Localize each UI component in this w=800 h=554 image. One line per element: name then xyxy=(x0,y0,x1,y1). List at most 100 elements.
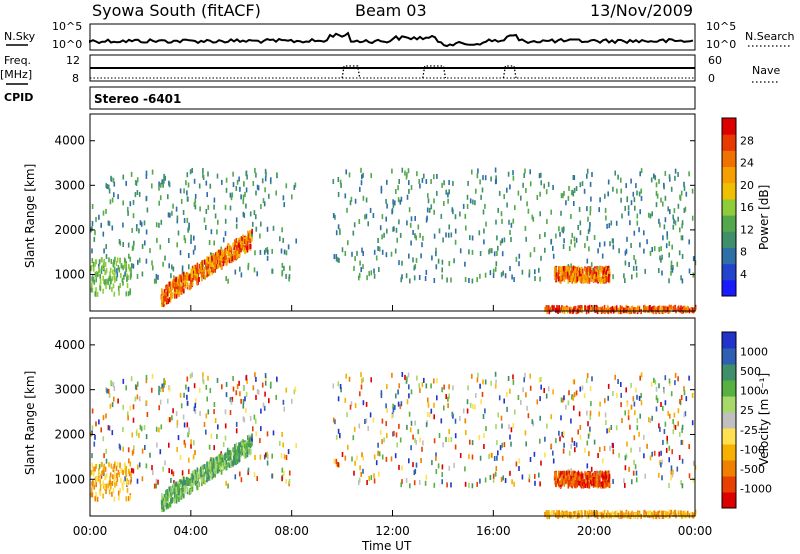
echo-cell xyxy=(240,194,242,200)
echo-cell xyxy=(631,479,633,485)
echo-cell xyxy=(445,437,447,442)
echo-cell xyxy=(664,170,667,176)
echo-cell xyxy=(178,479,181,485)
echo-cell xyxy=(104,484,106,490)
echo-cell xyxy=(592,480,595,486)
echo-cell xyxy=(217,424,219,430)
echo-cell xyxy=(603,446,606,451)
echo-cell xyxy=(145,229,148,235)
echo-cell xyxy=(126,283,129,288)
echo-cell xyxy=(190,239,192,244)
echo-cell xyxy=(132,263,135,269)
echo-cell xyxy=(595,277,597,283)
echo-cell xyxy=(227,257,229,263)
echo-cell xyxy=(442,442,444,448)
echo-cell xyxy=(536,399,539,405)
echo-cell xyxy=(112,283,115,289)
echo-cell xyxy=(105,458,108,464)
echo-cell xyxy=(626,441,628,447)
echo-cell xyxy=(414,420,416,426)
echo-cell xyxy=(238,453,241,459)
echo-cell xyxy=(472,404,474,409)
echo-cell xyxy=(163,494,166,499)
echo-cell xyxy=(171,282,174,288)
echo-cell xyxy=(193,265,195,271)
echo-cell xyxy=(358,477,361,483)
echo-cell xyxy=(225,177,228,183)
echo-cell xyxy=(94,434,96,440)
echo-cell xyxy=(501,238,503,244)
echo-cell xyxy=(668,305,671,310)
echo-cell xyxy=(99,278,102,284)
echo-cell xyxy=(132,404,135,410)
echo-cell xyxy=(396,237,398,243)
echo-cell xyxy=(615,220,618,226)
echo-cell xyxy=(469,439,471,445)
echo-cell xyxy=(620,309,622,315)
echo-cell xyxy=(553,305,555,311)
echo-cell xyxy=(348,376,351,382)
echo-cell xyxy=(607,309,609,315)
echo-cell xyxy=(539,438,541,444)
echo-cell xyxy=(433,402,435,408)
echo-cell xyxy=(266,247,269,252)
echo-cell xyxy=(552,450,554,456)
echo-cell xyxy=(674,304,677,310)
echo-cell xyxy=(338,257,340,263)
echo-cell xyxy=(129,495,131,500)
echo-cell xyxy=(106,184,108,189)
echo-cell xyxy=(272,225,275,231)
echo-cell xyxy=(107,184,110,190)
echo-cell xyxy=(545,393,548,399)
echo-cell xyxy=(692,477,695,483)
echo-cell xyxy=(149,452,151,458)
echo-cell xyxy=(648,212,650,218)
echo-cell xyxy=(615,425,618,431)
echo-cell xyxy=(550,238,553,244)
echo-cell xyxy=(224,204,227,210)
echo-cell xyxy=(683,511,685,517)
echo-cell xyxy=(562,193,564,199)
echo-cell xyxy=(186,394,188,400)
echo-cell xyxy=(216,377,219,383)
echo-cell xyxy=(586,373,589,378)
echo-cell xyxy=(600,470,602,476)
echo-cell xyxy=(96,291,99,297)
echo-cell xyxy=(509,230,511,235)
echo-cell xyxy=(590,466,593,472)
echo-cell xyxy=(227,243,229,249)
echo-cell xyxy=(247,435,249,441)
echo-cell xyxy=(172,278,175,284)
echo-cell xyxy=(351,251,353,257)
echo-cell xyxy=(664,400,667,406)
echo-cell xyxy=(146,207,149,213)
echo-cell xyxy=(426,207,429,213)
echo-cell xyxy=(226,450,229,456)
nsky-tick-top: 10^5 xyxy=(52,20,82,33)
echo-cell xyxy=(406,424,408,430)
echo-cell xyxy=(592,477,594,483)
echo-cell xyxy=(663,305,665,311)
echo-cell xyxy=(453,258,455,264)
echo-cell xyxy=(333,458,336,464)
echo-cell xyxy=(211,269,213,275)
echo-cell xyxy=(587,510,589,516)
echo-cell xyxy=(539,481,541,487)
echo-cell xyxy=(373,473,375,479)
echo-cell xyxy=(639,375,641,381)
echo-cell xyxy=(607,395,609,401)
echo-cell xyxy=(176,420,179,425)
echo-cell xyxy=(386,203,388,209)
echo-cell xyxy=(108,257,110,263)
echo-cell xyxy=(245,445,247,451)
echo-cell xyxy=(103,279,105,284)
echo-cell xyxy=(634,410,636,416)
echo-cell xyxy=(679,227,681,233)
echo-cell xyxy=(489,474,492,480)
echo-cell xyxy=(228,449,230,455)
echo-cell xyxy=(557,510,560,516)
echo-cell xyxy=(401,274,403,280)
echo-cell xyxy=(672,265,674,270)
echo-cell xyxy=(558,226,560,232)
echo-cell xyxy=(660,246,662,252)
